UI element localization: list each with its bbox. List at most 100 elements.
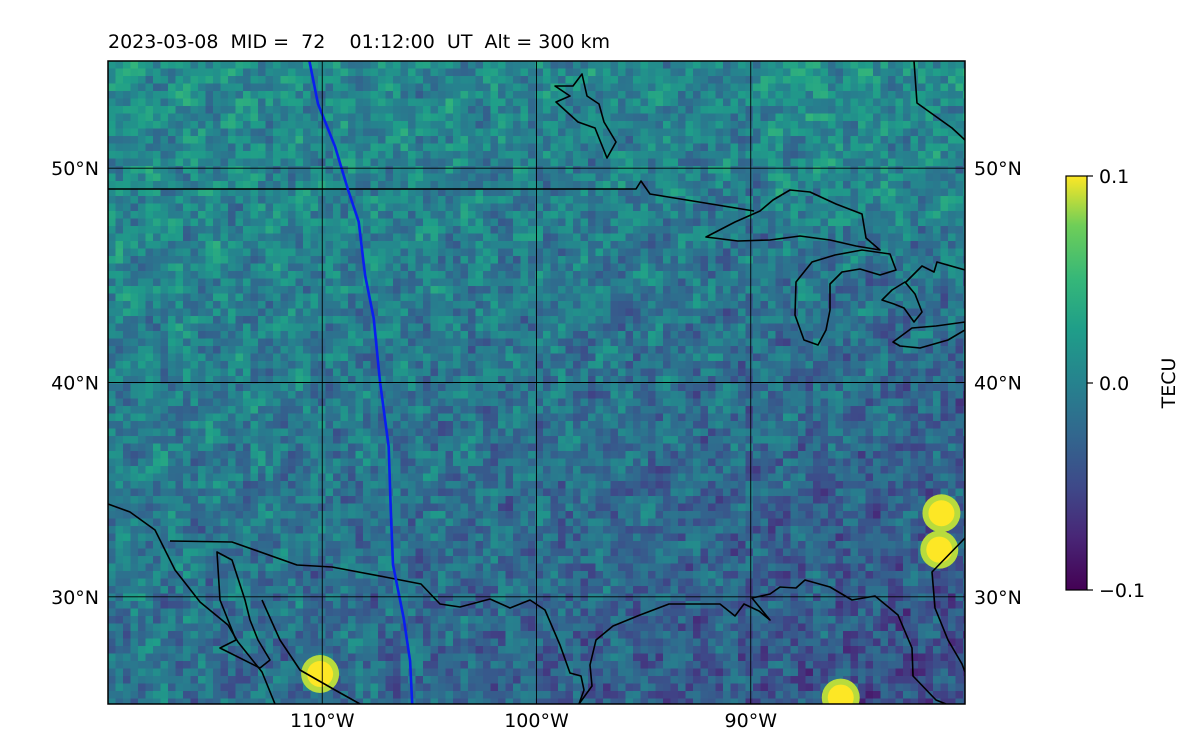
tec-cell [865, 368, 874, 377]
tec-cell [910, 136, 919, 145]
tec-cell [228, 76, 237, 85]
tec-cell [700, 353, 709, 362]
tec-cell [663, 173, 672, 182]
tec-cell [843, 113, 852, 122]
tec-cell [168, 151, 177, 160]
tec-cell [768, 188, 777, 197]
tec-cell [130, 151, 139, 160]
tec-cell [835, 151, 844, 160]
tec-cell [483, 271, 492, 280]
tec-cell [130, 68, 139, 77]
tec-cell [873, 143, 882, 152]
tec-cell [198, 188, 207, 197]
tec-cell [715, 121, 724, 130]
tec-cell [273, 368, 282, 377]
tec-cell [145, 316, 154, 325]
tec-cell [378, 376, 387, 385]
tec-cell [438, 383, 447, 392]
tec-cell [370, 121, 379, 130]
tec-cell [625, 106, 634, 115]
tec-cell [820, 68, 829, 77]
tec-cell [348, 346, 357, 355]
tec-cell [655, 181, 664, 190]
tec-cell [310, 151, 319, 160]
tec-cell [498, 248, 507, 257]
tec-cell [640, 91, 649, 100]
tec-cell [873, 151, 882, 160]
tec-cell [213, 91, 222, 100]
tec-cell [153, 353, 162, 362]
tec-cell [468, 143, 477, 152]
tec-cell [670, 83, 679, 92]
tec-cell [520, 263, 529, 272]
tec-cell [648, 256, 657, 265]
tec-cell [828, 263, 837, 272]
tec-cell [610, 218, 619, 227]
tec-cell [948, 278, 957, 287]
tec-cell [663, 91, 672, 100]
tec-cell [715, 323, 724, 332]
tec-cell [543, 136, 552, 145]
tec-cell [265, 188, 274, 197]
tec-cell [820, 331, 829, 340]
tec-cell [115, 196, 124, 205]
tec-cell [753, 233, 762, 242]
tec-cell [453, 241, 462, 250]
tec-cell [640, 368, 649, 377]
tec-cell [610, 83, 619, 92]
tec-cell [633, 173, 642, 182]
tec-cell [903, 263, 912, 272]
tec-cell [183, 346, 192, 355]
tec-cell [745, 166, 754, 175]
tec-cell [460, 151, 469, 160]
tec-cell [288, 383, 297, 392]
tec-cell [700, 173, 709, 182]
tec-cell [340, 278, 349, 287]
tec-cell [303, 128, 312, 137]
tec-cell [333, 203, 342, 212]
tec-cell [415, 143, 424, 152]
tec-cell [963, 68, 965, 77]
tec-cell [513, 233, 522, 242]
tec-cell [925, 106, 934, 115]
tec-cell [678, 188, 687, 197]
tec-cell [955, 346, 964, 355]
tec-cell [295, 196, 304, 205]
tec-cell [535, 83, 544, 92]
tec-cell [370, 256, 379, 265]
tec-cell [910, 151, 919, 160]
tec-cell [453, 301, 462, 310]
tec-cell [430, 263, 439, 272]
tec-cell [670, 271, 679, 280]
tec-cell [228, 143, 237, 152]
tec-cell [925, 286, 934, 295]
tec-cell [378, 68, 387, 77]
tec-cell [648, 196, 657, 205]
tec-cell [903, 376, 912, 385]
tec-cell [895, 218, 904, 227]
tec-cell [625, 61, 634, 70]
tec-cell [573, 278, 582, 287]
tec-cell [738, 128, 747, 137]
tec-cell [513, 173, 522, 182]
tec-cell [648, 181, 657, 190]
tec-cell [393, 271, 402, 280]
tec-cell [280, 151, 289, 160]
tec-cell [243, 121, 252, 130]
tec-cell [295, 188, 304, 197]
tec-cell [295, 203, 304, 212]
tec-cell [865, 68, 874, 77]
tec-cell [535, 143, 544, 152]
tec-cell [760, 353, 769, 362]
tec-cell [153, 203, 162, 212]
tec-cell [835, 241, 844, 250]
tec-cell [385, 301, 394, 310]
tec-cell [513, 316, 522, 325]
tec-cell [895, 61, 904, 70]
tec-cell [708, 293, 717, 302]
tec-cell [535, 211, 544, 220]
tec-cell [813, 166, 822, 175]
tec-cell [678, 278, 687, 287]
tec-cell [775, 233, 784, 242]
tec-cell [168, 188, 177, 197]
